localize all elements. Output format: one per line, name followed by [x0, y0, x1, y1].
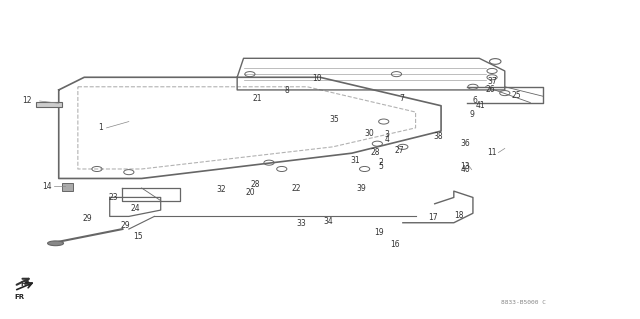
Text: 29: 29	[83, 213, 92, 222]
Text: 25: 25	[511, 91, 521, 100]
Text: 31: 31	[350, 156, 360, 165]
Text: 39: 39	[356, 184, 366, 193]
Text: 41: 41	[476, 100, 485, 110]
Text: FR: FR	[14, 294, 24, 300]
Text: 40: 40	[460, 165, 470, 174]
Text: 26: 26	[486, 85, 495, 94]
Text: 21: 21	[253, 94, 262, 103]
Text: 9: 9	[469, 110, 474, 119]
Bar	[62, 183, 74, 191]
Bar	[36, 102, 62, 107]
Text: 4: 4	[385, 135, 389, 145]
Text: 28: 28	[250, 180, 260, 189]
Text: 18: 18	[454, 211, 463, 220]
Text: 6: 6	[472, 96, 477, 105]
Text: 36: 36	[460, 138, 470, 148]
Text: 22: 22	[291, 184, 301, 193]
Text: 30: 30	[365, 129, 374, 138]
Text: FR: FR	[20, 281, 31, 287]
Text: 38: 38	[433, 132, 443, 141]
Text: 16: 16	[390, 240, 400, 249]
Text: 19: 19	[374, 228, 383, 237]
Text: 17: 17	[429, 212, 438, 222]
Text: 12: 12	[22, 97, 31, 106]
Text: 33: 33	[296, 219, 306, 228]
Text: 13: 13	[460, 162, 470, 171]
Text: 35: 35	[329, 115, 339, 123]
Text: 11: 11	[487, 148, 497, 157]
Text: 37: 37	[488, 77, 497, 85]
Text: 20: 20	[245, 188, 255, 197]
Text: 28: 28	[371, 148, 380, 157]
Text: 3: 3	[385, 130, 389, 139]
Text: 23: 23	[108, 193, 118, 202]
Text: 5: 5	[378, 162, 383, 171]
Text: 7: 7	[399, 94, 404, 103]
Text: 27: 27	[395, 145, 404, 154]
Text: 8: 8	[285, 86, 289, 95]
Text: 8833-B5000 C: 8833-B5000 C	[501, 300, 547, 305]
Text: 34: 34	[323, 217, 333, 226]
Text: 32: 32	[216, 185, 226, 194]
Text: 15: 15	[134, 232, 143, 241]
Text: 1: 1	[98, 123, 102, 132]
Text: 24: 24	[131, 204, 140, 213]
Text: 14: 14	[42, 182, 52, 191]
Text: 2: 2	[378, 158, 383, 167]
Ellipse shape	[47, 241, 63, 246]
Text: 10: 10	[312, 74, 322, 83]
Text: 29: 29	[121, 221, 131, 230]
